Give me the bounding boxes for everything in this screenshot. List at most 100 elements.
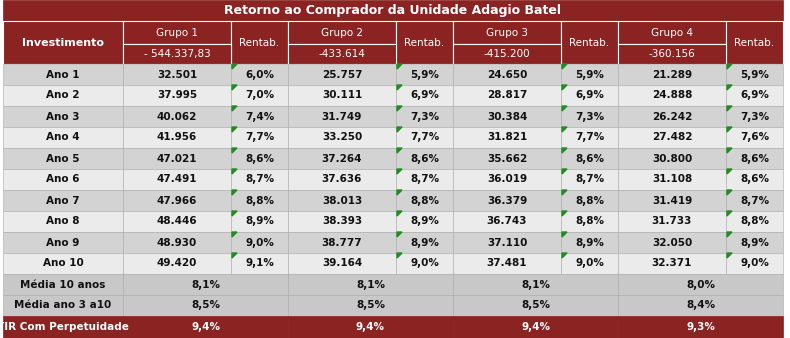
Polygon shape [727,211,732,216]
Text: Investimento: Investimento [22,38,104,48]
Text: Ano 2: Ano 2 [47,91,80,100]
Bar [123,106,231,127]
Polygon shape [727,64,732,69]
Text: 8,7%: 8,7% [410,174,439,185]
Text: 9,3%: 9,3% [686,322,715,333]
Text: 7,6%: 7,6% [740,132,769,143]
Text: 47.491: 47.491 [156,174,198,185]
Bar [618,274,783,295]
Text: 5,9%: 5,9% [575,70,604,79]
Text: 40.062: 40.062 [156,112,198,121]
Bar [288,148,396,169]
Text: Grupo 4: Grupo 4 [651,27,693,38]
Polygon shape [397,169,402,174]
Bar [726,232,783,253]
Bar [3,169,123,190]
Text: Ano 3: Ano 3 [47,112,80,121]
Bar [561,106,618,127]
Text: 32.050: 32.050 [652,238,692,247]
Bar [231,85,288,106]
Text: 31.733: 31.733 [652,217,692,226]
Text: 30.800: 30.800 [652,153,692,164]
Text: Ano 4: Ano 4 [46,132,80,143]
Bar [3,253,123,274]
Bar [618,211,726,232]
Polygon shape [232,169,237,174]
Polygon shape [232,253,237,258]
Bar [288,253,396,274]
Bar [231,127,288,148]
Bar [288,211,396,232]
Bar [288,169,396,190]
Bar [123,148,231,169]
Polygon shape [232,106,237,111]
Bar [618,295,783,316]
Text: 37.110: 37.110 [487,238,527,247]
Text: 8,4%: 8,4% [686,300,715,311]
Bar [288,232,396,253]
Text: Rentab.: Rentab. [404,38,445,48]
Text: 32.501: 32.501 [157,70,198,79]
Bar [453,21,561,44]
Text: 8,5%: 8,5% [521,300,550,311]
Text: 33.250: 33.250 [322,132,362,143]
Bar [288,106,396,127]
Polygon shape [397,148,402,153]
Bar [396,253,453,274]
Polygon shape [232,127,237,132]
Text: 37.481: 37.481 [487,259,527,268]
Text: 9,0%: 9,0% [740,259,769,268]
Polygon shape [562,211,567,216]
Text: 8,7%: 8,7% [245,174,274,185]
Text: 38.013: 38.013 [322,195,362,206]
Text: -433.614: -433.614 [318,49,366,59]
Bar [123,316,288,338]
Text: 30.111: 30.111 [322,91,362,100]
Polygon shape [562,190,567,195]
Text: 6,9%: 6,9% [740,91,769,100]
Polygon shape [727,169,732,174]
Bar [561,64,618,85]
Text: 8,8%: 8,8% [575,217,604,226]
Text: 48.446: 48.446 [156,217,198,226]
Text: 31.419: 31.419 [652,195,692,206]
Bar [123,295,288,316]
Text: -415.200: -415.200 [483,49,530,59]
Text: Ano 8: Ano 8 [47,217,80,226]
Text: Rentab.: Rentab. [239,38,280,48]
Text: Rentab.: Rentab. [735,38,774,48]
Bar [396,169,453,190]
Polygon shape [397,85,402,90]
Bar [288,190,396,211]
Bar [453,253,561,274]
Bar [123,127,231,148]
Bar [3,211,123,232]
Text: 39.164: 39.164 [322,259,362,268]
Bar [288,21,396,44]
Text: 32.371: 32.371 [652,259,692,268]
Text: 7,7%: 7,7% [575,132,604,143]
Text: TIR Com Perpetuidade: TIR Com Perpetuidade [0,322,129,333]
Text: 5,9%: 5,9% [410,70,439,79]
Bar [618,190,726,211]
Bar [123,44,231,64]
Text: Grupo 3: Grupo 3 [486,27,528,38]
Bar [396,190,453,211]
Bar [618,169,726,190]
Polygon shape [397,190,402,195]
Bar [561,211,618,232]
Text: 47.966: 47.966 [156,195,198,206]
Bar [231,64,288,85]
Polygon shape [727,85,732,90]
Text: 31.821: 31.821 [487,132,527,143]
Text: Grupo 2: Grupo 2 [321,27,363,38]
Text: 6,0%: 6,0% [245,70,274,79]
Text: 5,9%: 5,9% [740,70,769,79]
Bar [726,106,783,127]
Bar [3,148,123,169]
Text: 7,4%: 7,4% [245,112,274,121]
Text: 8,5%: 8,5% [356,300,385,311]
Polygon shape [562,127,567,132]
Text: 9,1%: 9,1% [245,259,274,268]
Text: Grupo 1: Grupo 1 [156,27,198,38]
